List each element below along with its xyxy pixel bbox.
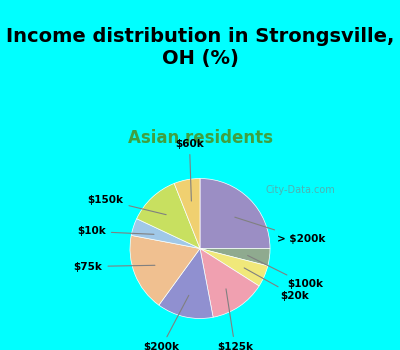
Wedge shape — [200, 248, 270, 266]
Wedge shape — [200, 248, 259, 317]
Text: $125k: $125k — [217, 289, 253, 350]
Wedge shape — [159, 248, 213, 318]
Wedge shape — [137, 183, 200, 248]
Wedge shape — [131, 219, 200, 248]
Wedge shape — [130, 236, 200, 305]
Text: $20k: $20k — [244, 268, 309, 301]
Text: City-Data.com: City-Data.com — [265, 185, 335, 195]
Text: $60k: $60k — [175, 139, 204, 201]
Text: $200k: $200k — [144, 295, 189, 350]
Text: $75k: $75k — [74, 261, 155, 272]
Text: > $200k: > $200k — [235, 217, 326, 244]
Wedge shape — [200, 178, 270, 248]
Wedge shape — [200, 248, 268, 286]
Text: Asian residents: Asian residents — [128, 129, 272, 147]
Text: $150k: $150k — [88, 195, 166, 215]
Text: $100k: $100k — [248, 256, 323, 289]
Wedge shape — [174, 178, 200, 248]
Text: Income distribution in Strongsville,
OH (%): Income distribution in Strongsville, OH … — [6, 27, 394, 68]
Text: $10k: $10k — [77, 226, 154, 237]
